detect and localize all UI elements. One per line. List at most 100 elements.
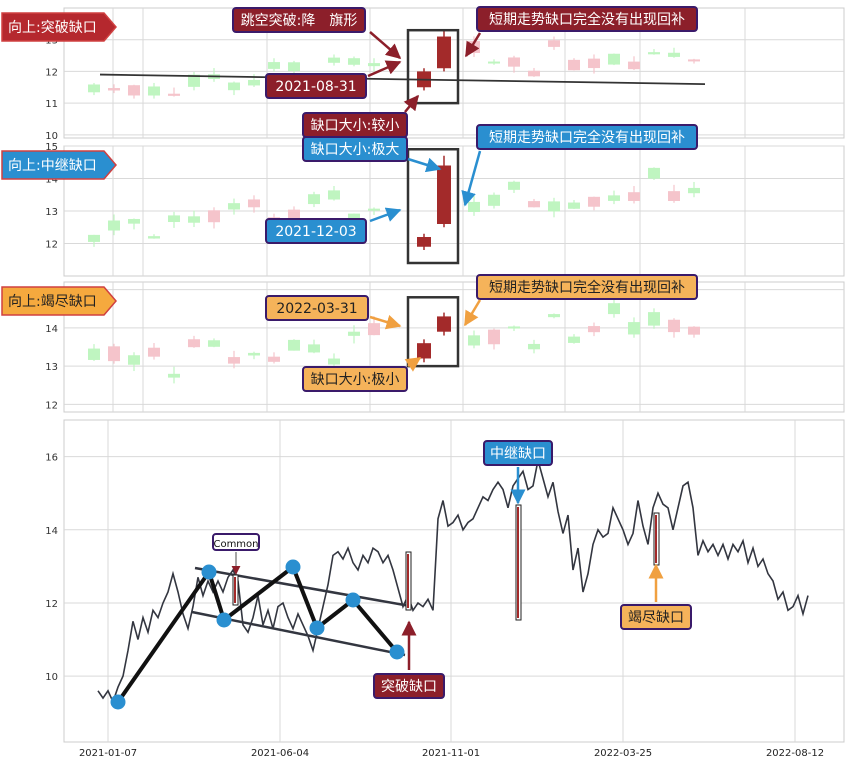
x-tick-label: 2021-01-07 — [79, 748, 137, 759]
faded-candle-body — [368, 63, 380, 67]
faded-candle-body — [168, 93, 180, 96]
faded-candle-body — [468, 201, 480, 212]
faded-candle-body — [88, 234, 100, 242]
label-continuation: 中继缺口 — [483, 440, 553, 466]
y-tick-label: 13 — [45, 362, 58, 373]
panel-tag-p2: 向上:中继缺口 — [1, 150, 117, 180]
annot-gapsize-p1-text: 缺口大小:较小 — [311, 118, 400, 134]
faded-candle-body — [348, 331, 360, 336]
pivot-point — [216, 612, 232, 628]
faded-candle-body — [248, 199, 260, 208]
annot-date-p2-box — [265, 218, 367, 244]
arrow-gapsize-p3 — [404, 356, 422, 372]
annot-fill-p3-box — [476, 274, 698, 300]
x-tick-label: 2022-08-12 — [766, 748, 824, 759]
annot-fill-p1: 短期走势缺口完全没有出现回补 — [476, 6, 698, 32]
annot-date-p2-text: 2021-12-03 — [275, 224, 356, 240]
arrow-gapsize-p1 — [403, 94, 419, 113]
faded-candle-body — [688, 187, 700, 194]
faded-candle-body — [488, 61, 500, 64]
annot-date-p3-text: 2022-03-31 — [276, 301, 357, 317]
faded-candle-body — [468, 335, 480, 346]
arrow-date-p3 — [369, 314, 402, 330]
gap-highlight-box — [406, 296, 460, 368]
faded-candle-body — [268, 62, 280, 69]
faded-candle-body — [168, 215, 180, 223]
faded-candle-body — [248, 352, 260, 356]
annot-date-p3-box — [265, 295, 369, 321]
faded-candle-body — [248, 79, 260, 86]
panel-tag-p3-text: 向上:竭尽缺口 — [8, 294, 97, 310]
annot-gapsize-p2: 缺口大小:极大 — [302, 136, 408, 162]
panel-frame — [63, 7, 845, 139]
pivot-point — [110, 694, 126, 710]
gap-candle-body — [437, 316, 451, 332]
y-tick-label: 15 — [45, 142, 58, 153]
label-exhaustion-text: 竭尽缺口 — [628, 610, 684, 626]
annot-fill-p3-text: 短期走势缺口完全没有出现回补 — [489, 279, 685, 296]
annot-gapsize-p1: 缺口大小:较小 — [302, 112, 408, 138]
faded-candle-body — [588, 326, 600, 333]
panel-content — [88, 28, 706, 384]
annot-fill-p1-box — [476, 6, 698, 32]
arrow-pattern — [369, 31, 402, 59]
x-tick-label: 2021-06-04 — [251, 748, 309, 759]
pivot-point — [345, 592, 361, 608]
trend-line — [99, 73, 706, 85]
faded-candle-body — [168, 373, 180, 378]
faded-candle-body — [228, 357, 240, 364]
panel-tag-p3: 向上:竭尽缺口 — [1, 286, 117, 316]
faded-candle-body — [688, 326, 700, 335]
faded-candle-body — [648, 312, 660, 326]
label-common: Common — [212, 533, 260, 551]
annot-fill-p3: 短期走势缺口完全没有出现回补 — [476, 274, 698, 300]
faded-candle-body — [508, 57, 520, 67]
y-tick-label: 16 — [45, 453, 58, 464]
annot-date-p1: 2021-08-31 — [265, 73, 367, 99]
faded-candle-body — [488, 329, 500, 345]
faded-candle-body — [668, 52, 680, 57]
faded-candle-body — [588, 58, 600, 69]
faded-candle-body — [128, 355, 140, 365]
faded-candle-body — [648, 167, 660, 179]
annot-date-p1-box — [265, 73, 367, 99]
arrow-fill-p2 — [461, 150, 482, 207]
label-breakaway: 突破缺口 — [373, 673, 445, 699]
pivot-point — [285, 559, 301, 575]
faded-candle-body — [328, 57, 340, 63]
annot-fill-p1-text: 短期走势缺口完全没有出现回补 — [489, 11, 685, 28]
faded-candle-body — [548, 314, 560, 318]
faded-candle-body — [608, 195, 620, 201]
faded-candle-body — [108, 88, 120, 91]
faded-candle-body — [288, 339, 300, 351]
gap-candle-body — [417, 343, 431, 359]
faded-candle-body — [208, 210, 220, 223]
faded-candle-body — [188, 339, 200, 348]
faded-candle-body — [228, 203, 240, 210]
faded-candle-body — [548, 40, 560, 47]
faded-candle-body — [348, 213, 360, 222]
gap-highlight-box — [406, 148, 460, 265]
x-tick-label: 2022-03-25 — [594, 748, 652, 759]
y-tick-label: 12 — [45, 599, 58, 610]
label-exhaustion-box — [620, 604, 692, 630]
y-tick-label: 11 — [45, 99, 58, 110]
annot-gapsize-p3-text: 缺口大小:极小 — [311, 372, 400, 388]
faded-candle-body — [508, 181, 520, 190]
y-tick-label: 14 — [45, 324, 58, 335]
pivot-point — [201, 564, 217, 580]
label-breakaway-box — [373, 673, 445, 699]
label-common-text: Common — [213, 539, 258, 550]
series-line — [97, 460, 809, 704]
faded-candle-body — [688, 59, 700, 62]
faded-candle-body — [308, 344, 320, 353]
faded-candle-body — [88, 348, 100, 360]
annot-fill-p2: 短期走势缺口完全没有出现回补 — [476, 124, 698, 150]
panel-tag-p3-shape — [1, 286, 117, 316]
annot-gapsize-p2-text: 缺口大小:极大 — [311, 142, 400, 158]
faded-candle-body — [288, 209, 300, 220]
faded-candle-body — [128, 218, 140, 224]
label-common-box — [212, 533, 260, 551]
